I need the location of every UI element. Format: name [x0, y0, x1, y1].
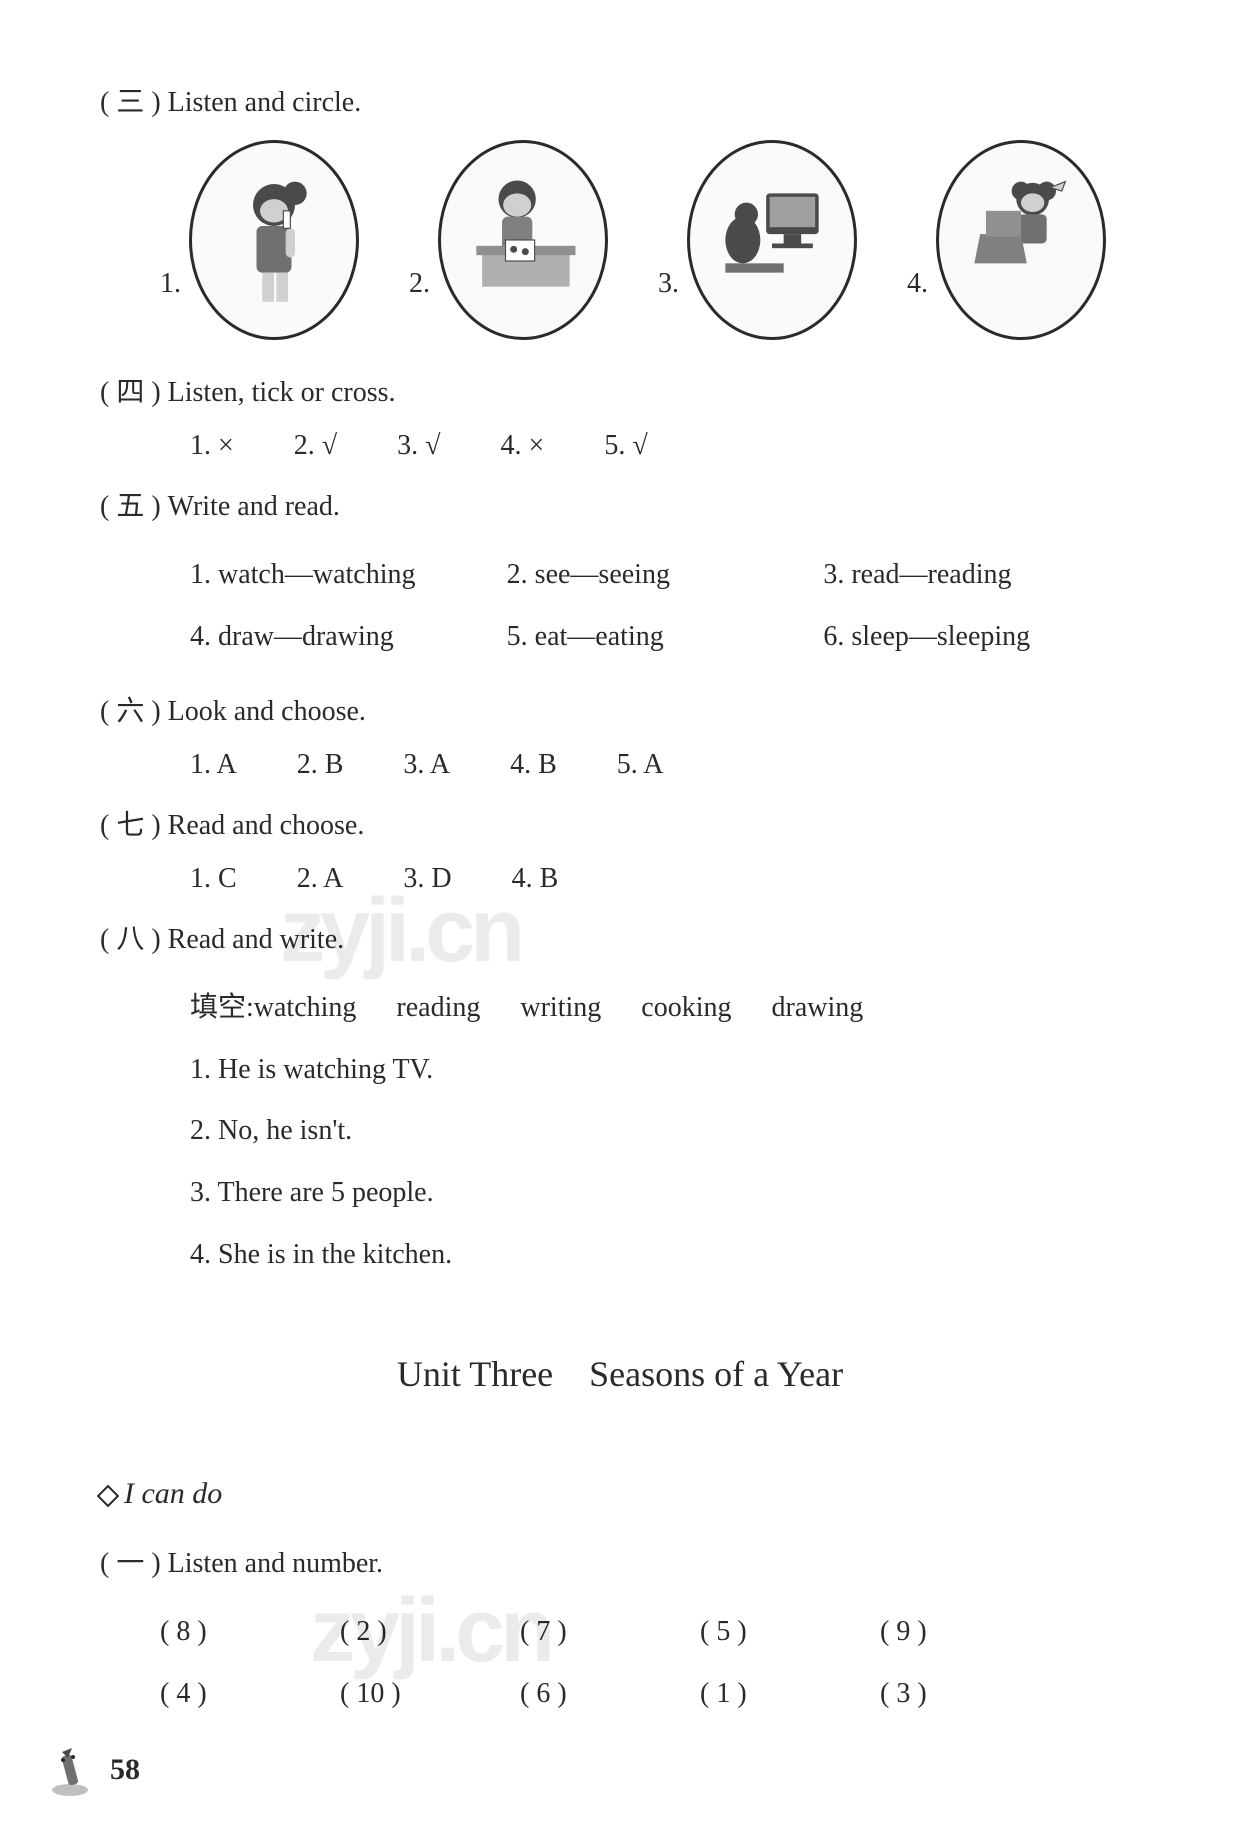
section-three-title: ( 三 ) Listen and circle.	[100, 80, 1140, 120]
fill-label: 填空:watching	[190, 977, 356, 1039]
answer-6-4: 4. B	[510, 749, 557, 781]
answer-6-3: 3. A	[403, 749, 450, 781]
circle-item-1: 1.	[160, 140, 359, 340]
section-seven-title: ( 七 ) Read and choose.	[100, 803, 1140, 843]
answer-7-4: 4. B	[512, 863, 559, 895]
answer-4-2: 2. √	[294, 430, 337, 462]
word-5-3: 3. read—reading	[823, 544, 1140, 606]
sentence-2: 2. No, he isn't.	[190, 1100, 1140, 1162]
section-eight-content: 填空:watching reading writing cooking draw…	[190, 977, 1140, 1285]
fill-words-row: 填空:watching reading writing cooking draw…	[190, 977, 1140, 1039]
circle-item-4: 4.	[907, 140, 1106, 340]
diamond-icon	[97, 1485, 120, 1508]
sentence-1: 1. He is watching TV.	[190, 1039, 1140, 1101]
answer-4-5: 5. √	[604, 430, 647, 462]
word-5-2: 2. see—seeing	[507, 544, 824, 606]
word-5-4: 4. draw—drawing	[190, 606, 507, 668]
page-number: 58	[50, 1740, 140, 1800]
unit-title: Unit Three Seasons of a Year	[100, 1345, 1140, 1397]
oval-2	[438, 140, 608, 340]
number-grid: ( 8 ) ( 2 ) ( 7 ) ( 5 ) ( 9 ) ( 4 ) ( 10…	[160, 1601, 1140, 1724]
watching-tv-icon	[712, 170, 832, 310]
word-5-6: 6. sleep—sleeping	[823, 606, 1140, 668]
circle-num-3: 3.	[658, 268, 679, 340]
circle-images-row: 1. 2.	[160, 140, 1140, 340]
answer-4-3: 3. √	[397, 430, 440, 462]
oval-4	[936, 140, 1106, 340]
word-5-5: 5. eat—eating	[507, 606, 824, 668]
num-1-5: ( 9 )	[880, 1601, 1060, 1663]
section-four: ( 四 ) Listen, tick or cross. 1. × 2. √ 3…	[100, 370, 1140, 462]
num-2-5: ( 3 )	[880, 1663, 1060, 1725]
section-seven: ( 七 ) Read and choose. 1. C 2. A 3. D 4.…	[100, 803, 1140, 895]
number-row-2: ( 4 ) ( 10 ) ( 6 ) ( 1 ) ( 3 )	[160, 1663, 1140, 1725]
num-1-2: ( 2 )	[340, 1601, 520, 1663]
answer-7-1: 1. C	[190, 863, 237, 895]
sentence-4: 4. She is in the kitchen.	[190, 1224, 1140, 1286]
section-eight: ( 八 ) Read and write. 填空:watching readin…	[100, 917, 1140, 1285]
section-six-title: ( 六 ) Look and choose.	[100, 689, 1140, 729]
listen-number-title: ( 一 ) Listen and number.	[100, 1541, 1140, 1581]
num-1-4: ( 5 )	[700, 1601, 880, 1663]
sentence-3: 3. There are 5 people.	[190, 1162, 1140, 1224]
answer-7-2: 2. A	[297, 863, 344, 895]
circle-num-1: 1.	[160, 268, 181, 340]
answer-4-4: 4. ×	[501, 430, 545, 462]
fill-word-4: cooking	[641, 977, 731, 1039]
section-eight-title: ( 八 ) Read and write.	[100, 917, 1140, 957]
fill-word-5: drawing	[772, 977, 864, 1039]
section-five: ( 五 ) Write and read. 1. watch—watching …	[100, 484, 1140, 667]
section-four-title: ( 四 ) Listen, tick or cross.	[100, 370, 1140, 410]
word-row-2: 4. draw—drawing 5. eat—eating 6. sleep—s…	[190, 606, 1140, 668]
num-2-3: ( 6 )	[520, 1663, 700, 1725]
answer-7-3: 3. D	[403, 863, 451, 895]
num-2-4: ( 1 )	[700, 1663, 880, 1725]
num-2-2: ( 10 )	[340, 1663, 520, 1725]
answer-6-1: 1. A	[190, 749, 237, 781]
circle-num-4: 4.	[907, 268, 928, 340]
circle-item-3: 3.	[658, 140, 857, 340]
number-row-1: ( 8 ) ( 2 ) ( 7 ) ( 5 ) ( 9 )	[160, 1601, 1140, 1663]
oval-3	[687, 140, 857, 340]
section-four-answers: 1. × 2. √ 3. √ 4. × 5. √	[190, 430, 1140, 462]
num-1-3: ( 7 )	[520, 1601, 700, 1663]
girl-drinking-icon	[214, 170, 334, 310]
section-five-words: 1. watch—watching 2. see—seeing 3. read—…	[190, 544, 1140, 667]
section-five-title: ( 五 ) Write and read.	[100, 484, 1140, 524]
fill-word-2: reading	[396, 977, 480, 1039]
page-num-text: 58	[110, 1753, 140, 1787]
oval-1	[189, 140, 359, 340]
section-seven-answers: 1. C 2. A 3. D 4. B	[190, 863, 1140, 895]
word-row-1: 1. watch—watching 2. see—seeing 3. read—…	[190, 544, 1140, 606]
section-six: ( 六 ) Look and choose. 1. A 2. B 3. A 4.…	[100, 689, 1140, 781]
fill-word-3: writing	[520, 977, 601, 1039]
word-5-1: 1. watch—watching	[190, 544, 507, 606]
i-can-do: I can do	[100, 1477, 1140, 1511]
girl-laptop-icon	[961, 170, 1081, 310]
answer-6-5: 5. A	[617, 749, 664, 781]
circle-item-2: 2.	[409, 140, 608, 340]
listen-number-section: ( 一 ) Listen and number. ( 8 ) ( 2 ) ( 7…	[100, 1541, 1140, 1724]
answer-6-2: 2. B	[297, 749, 344, 781]
section-six-answers: 1. A 2. B 3. A 4. B 5. A	[190, 749, 1140, 781]
num-1-1: ( 8 )	[160, 1601, 340, 1663]
answer-4-1: 1. ×	[190, 430, 234, 462]
section-three: ( 三 ) Listen and circle. 1. 2.	[100, 80, 1140, 340]
circle-num-2: 2.	[409, 268, 430, 340]
boy-drawing-icon	[463, 170, 583, 310]
num-2-1: ( 4 )	[160, 1663, 340, 1725]
